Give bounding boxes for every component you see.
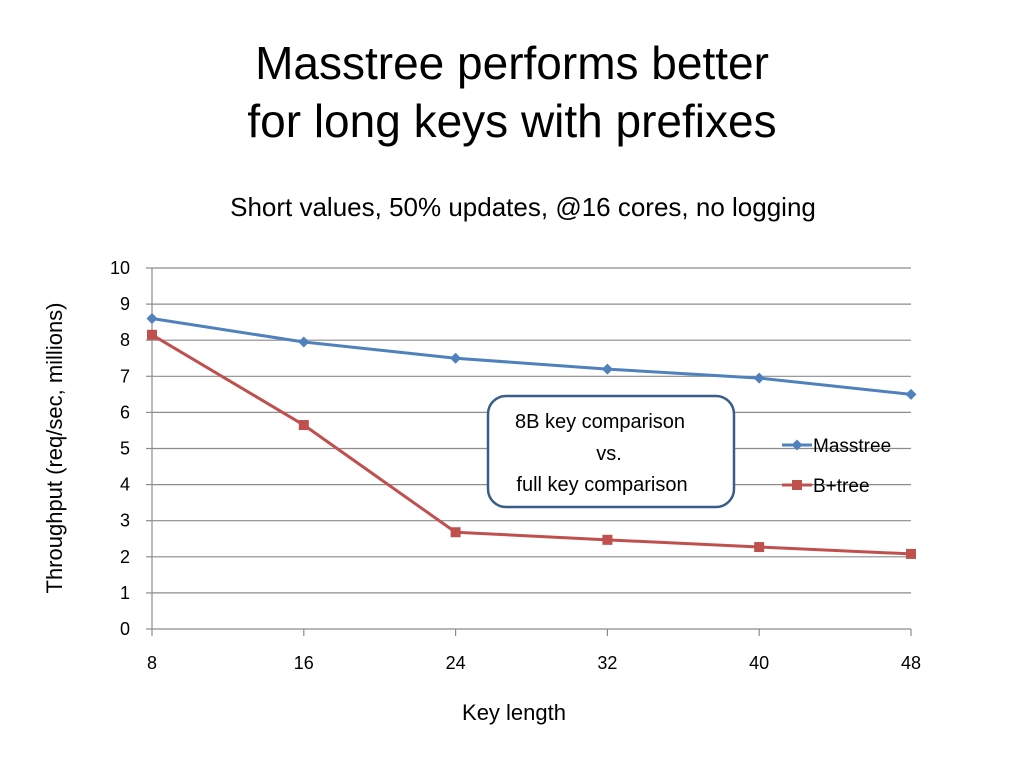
y-tick-label: 5 bbox=[120, 439, 130, 459]
legend-swatch-marker bbox=[792, 480, 802, 490]
annotation-callout: 8B key comparison vs. full key comparison bbox=[486, 394, 736, 509]
data-point-masstree bbox=[905, 388, 917, 400]
callout-line-2: vs. bbox=[596, 443, 622, 465]
y-tick-label: 9 bbox=[120, 294, 130, 314]
x-axis-title: Key length bbox=[462, 700, 566, 725]
legend-item-masstree: Masstree bbox=[782, 436, 891, 457]
data-point-masstree bbox=[450, 352, 462, 364]
x-tick-label: 8 bbox=[147, 653, 157, 673]
legend: Masstree B+tree bbox=[782, 436, 891, 497]
series-lines bbox=[146, 313, 917, 559]
series-b-tree bbox=[147, 329, 916, 559]
y-tick-label: 4 bbox=[120, 475, 130, 495]
y-tick-label: 3 bbox=[120, 511, 130, 531]
data-point-masstree bbox=[298, 336, 310, 348]
data-point-b-tree bbox=[602, 534, 613, 545]
data-point-masstree bbox=[146, 313, 158, 325]
axes: 0 1 2 3 4 5 6 7 8 9 10 8 16 24 32 40 48 bbox=[110, 258, 921, 673]
x-tick-label: 16 bbox=[294, 653, 314, 673]
slide-title-line-1: Masstree performs better bbox=[255, 37, 769, 89]
x-tick-label: 48 bbox=[901, 653, 921, 673]
legend-swatch-marker bbox=[791, 439, 803, 451]
data-point-b-tree bbox=[147, 329, 157, 340]
data-point-b-tree bbox=[754, 542, 765, 553]
x-tick-label: 32 bbox=[597, 653, 617, 673]
y-tick-label: 0 bbox=[120, 619, 130, 639]
data-point-masstree bbox=[753, 372, 765, 384]
x-tick-label: 40 bbox=[749, 653, 769, 673]
series-masstree bbox=[146, 313, 917, 400]
y-tick-label: 2 bbox=[120, 547, 130, 567]
data-point-b-tree bbox=[298, 420, 309, 431]
y-tick-label: 7 bbox=[120, 366, 130, 386]
y-axis-title: Throughput (req/sec, millions) bbox=[42, 302, 67, 593]
data-point-masstree bbox=[601, 363, 613, 375]
callout-box bbox=[486, 394, 736, 509]
callout-line-1: 8B key comparison bbox=[515, 411, 685, 433]
data-point-b-tree bbox=[450, 527, 461, 538]
legend-item-b-tree: B+tree bbox=[782, 476, 870, 497]
legend-label-b-tree: B+tree bbox=[813, 476, 870, 497]
legend-label-masstree: Masstree bbox=[813, 436, 891, 457]
y-tick-label: 6 bbox=[120, 402, 130, 422]
slide-title: Masstree performs better for long keys w… bbox=[0, 34, 1024, 150]
y-tick-label: 10 bbox=[110, 258, 130, 278]
data-point-b-tree bbox=[906, 548, 916, 559]
x-tick-label: 24 bbox=[446, 653, 466, 673]
y-tick-label: 1 bbox=[120, 583, 130, 603]
callout-line-3: full key comparison bbox=[516, 474, 687, 496]
slide-title-line-2: for long keys with prefixes bbox=[247, 95, 777, 147]
series-line-b-tree bbox=[151, 333, 912, 556]
series-line-masstree bbox=[151, 317, 912, 396]
y-tick-label: 8 bbox=[120, 330, 130, 350]
chart-subtitle: Short values, 50% updates, @16 cores, no… bbox=[230, 192, 816, 222]
